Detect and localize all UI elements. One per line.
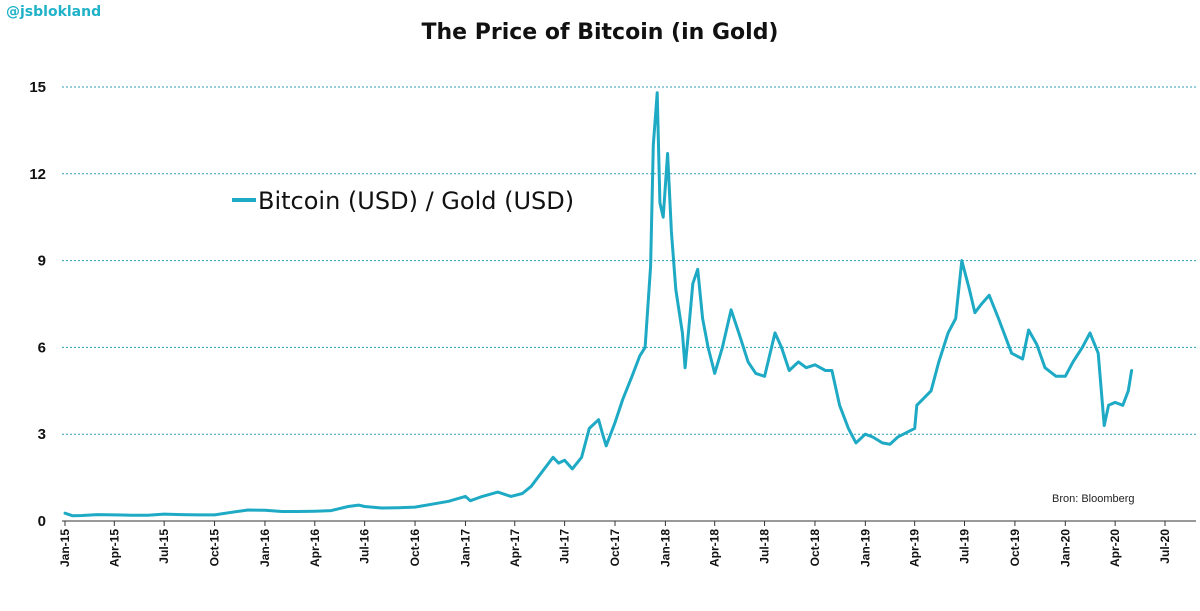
x-tick-label: Jan-16 — [258, 529, 272, 567]
x-tick-label: Jul-16 — [358, 529, 372, 564]
x-tick-label: Jul-20 — [1158, 529, 1172, 564]
x-tick-label: Oct-16 — [408, 529, 422, 567]
y-tick-label: 6 — [38, 339, 46, 356]
y-axis: 0 3 6 9 12 15 — [29, 79, 46, 530]
x-tick-label: Jan-17 — [458, 529, 472, 567]
x-tick-label: Apr-17 — [508, 529, 522, 567]
x-tick-label: Oct-19 — [1008, 529, 1022, 567]
x-tick-label: Oct-15 — [208, 529, 222, 567]
series-line — [63, 91, 1134, 518]
x-tick-label: Apr-20 — [1108, 529, 1122, 567]
x-tick-label: Apr-16 — [308, 529, 322, 567]
x-tick-label: Jan-20 — [1058, 529, 1072, 567]
x-tick-label: Jul-18 — [758, 529, 772, 564]
source-note: Bron: Bloomberg — [1052, 493, 1135, 505]
x-axis: Jan-15 Apr-15 Jul-15 Oct-15 Jan-16 Apr-16 Jul-… — [58, 521, 1172, 567]
x-tick-label: Apr-15 — [107, 529, 121, 567]
y-tick-label: 12 — [29, 166, 46, 183]
grid-lines — [62, 86, 1196, 435]
x-tick-label: Jul-19 — [958, 529, 972, 564]
chart-title: The Price of Bitcoin (in Gold) — [421, 20, 779, 45]
x-tick-label: Oct-18 — [808, 529, 822, 567]
x-tick-label: Oct-17 — [608, 529, 622, 567]
x-tick-label: Jul-15 — [157, 529, 171, 564]
x-tick-label: Jan-18 — [658, 529, 672, 567]
x-tick-label: Jan-15 — [58, 529, 72, 567]
x-tick-label: Apr-18 — [708, 529, 722, 567]
x-tick-label: Jan-19 — [858, 529, 872, 567]
twitter-handle: @jsblokland — [6, 4, 102, 20]
y-tick-label: 9 — [38, 253, 46, 270]
y-tick-label: 3 — [38, 426, 46, 443]
legend: Bitcoin (USD) / Gold (USD) — [232, 187, 574, 215]
y-tick-label: 0 — [38, 513, 46, 530]
x-tick-label: Jul-17 — [558, 529, 572, 564]
y-tick-label: 15 — [29, 79, 46, 96]
x-tick-label: Apr-19 — [908, 529, 922, 567]
legend-label: Bitcoin (USD) / Gold (USD) — [258, 187, 574, 215]
